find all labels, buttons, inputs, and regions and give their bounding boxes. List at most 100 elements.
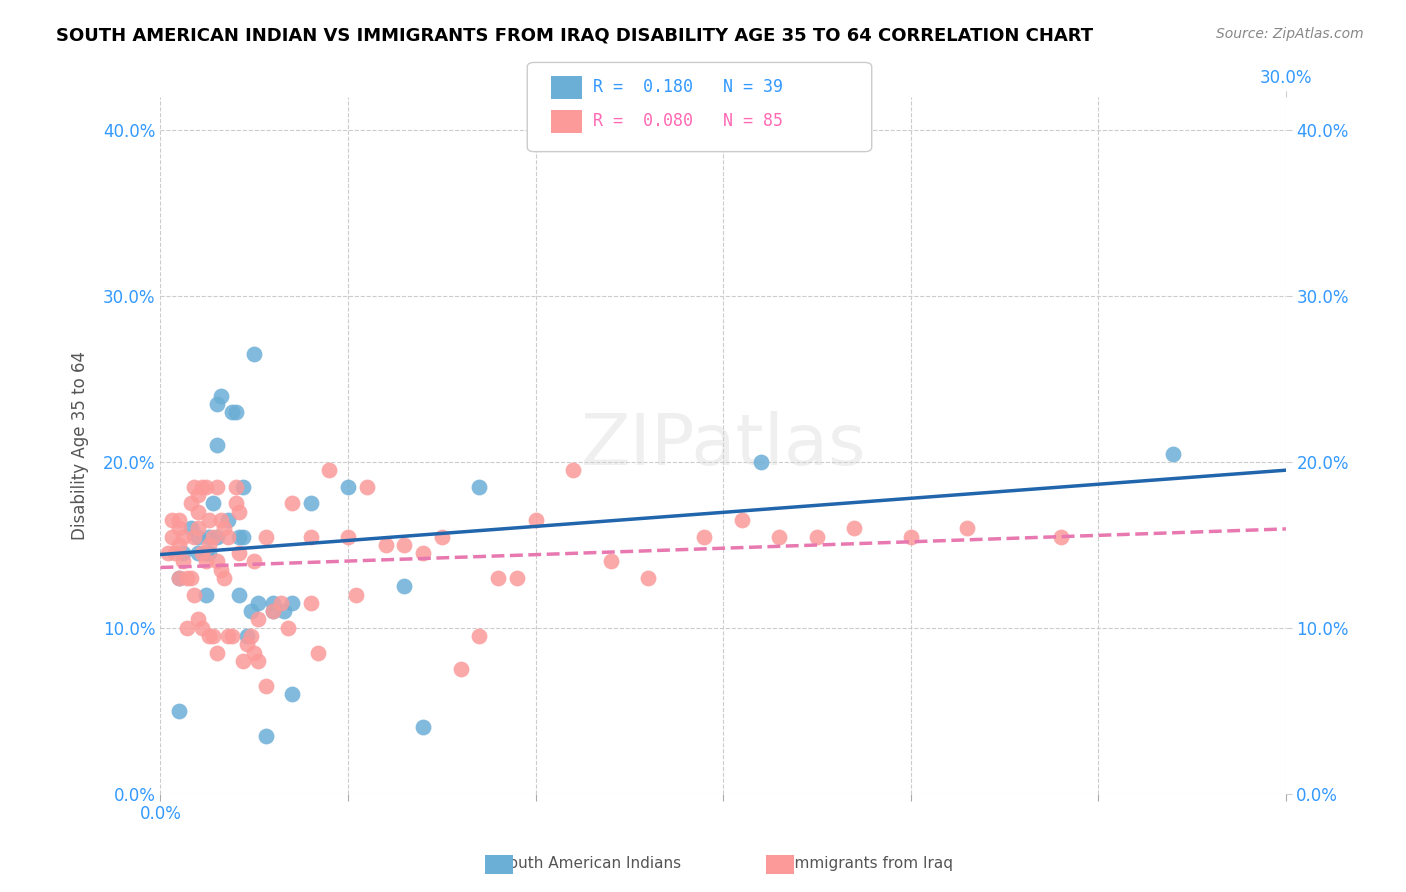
Point (198, 546, 221, 560)
Point (956, 521, 979, 535)
Point (450, 662, 472, 676)
Point (749, 455, 772, 469)
Point (183, 480, 205, 494)
Point (228, 530, 250, 544)
Point (254, 679, 277, 693)
Point (205, 530, 228, 544)
Point (167, 538, 190, 552)
Point (167, 571, 190, 585)
Point (187, 546, 209, 560)
Point (374, 538, 396, 552)
Point (262, 604, 284, 618)
Point (337, 530, 360, 544)
Point (262, 604, 284, 618)
Point (205, 438, 228, 452)
Point (217, 629, 239, 643)
Point (183, 530, 205, 544)
Point (190, 480, 212, 494)
Point (167, 571, 190, 585)
Text: SOUTH AMERICAN INDIAN VS IMMIGRANTS FROM IRAQ DISABILITY AGE 35 TO 64 CORRELATIO: SOUTH AMERICAN INDIAN VS IMMIGRANTS FROM… (56, 27, 1094, 45)
Point (299, 496, 322, 510)
Point (562, 463, 585, 477)
Point (394, 538, 416, 552)
Point (209, 563, 232, 577)
Point (176, 571, 198, 585)
Point (318, 463, 340, 477)
Point (156, 546, 179, 560)
Point (254, 729, 277, 743)
Point (900, 530, 922, 544)
Point (412, 546, 434, 560)
Point (187, 530, 209, 544)
Point (160, 530, 183, 544)
Point (239, 629, 262, 643)
Text: R =  0.080   N = 85: R = 0.080 N = 85 (593, 112, 783, 130)
Point (524, 513, 547, 527)
Point (217, 530, 239, 544)
Point (394, 579, 416, 593)
Point (247, 612, 270, 626)
Text: South American Indians: South American Indians (499, 856, 682, 871)
Point (225, 496, 247, 510)
Point (205, 646, 228, 660)
Point (599, 554, 621, 568)
Point (194, 588, 217, 602)
Point (172, 546, 194, 560)
Point (225, 480, 247, 494)
Point (262, 596, 284, 610)
Point (506, 571, 529, 585)
Point (198, 530, 221, 544)
Point (172, 530, 194, 544)
Point (202, 530, 225, 544)
Point (1163, 447, 1185, 461)
Point (236, 629, 259, 643)
Point (356, 480, 378, 494)
Point (228, 588, 250, 602)
Point (281, 596, 304, 610)
Point (214, 521, 236, 535)
Point (225, 405, 247, 419)
Point (198, 538, 221, 552)
Point (205, 397, 228, 411)
Point (209, 388, 232, 402)
Point (187, 612, 209, 626)
Point (281, 496, 304, 510)
Point (239, 604, 262, 618)
Point (270, 596, 292, 610)
Point (232, 530, 254, 544)
Point (243, 554, 266, 568)
Point (205, 480, 228, 494)
Point (198, 629, 221, 643)
Point (232, 480, 254, 494)
Point (307, 646, 329, 660)
Point (254, 530, 277, 544)
Point (167, 704, 190, 718)
Point (165, 546, 187, 560)
Point (228, 546, 250, 560)
Point (468, 629, 491, 643)
Point (202, 496, 225, 510)
Point (194, 554, 217, 568)
Point (190, 621, 212, 635)
Point (179, 571, 201, 585)
Point (228, 505, 250, 519)
Point (167, 513, 190, 527)
Point (221, 405, 243, 419)
Point (299, 596, 322, 610)
Point (232, 654, 254, 668)
Point (273, 604, 295, 618)
Point (217, 513, 239, 527)
Point (299, 530, 322, 544)
Point (247, 596, 270, 610)
Point (179, 496, 201, 510)
Point (160, 513, 183, 527)
Text: ZIPatlas: ZIPatlas (581, 411, 866, 480)
Point (183, 588, 205, 602)
Point (243, 347, 266, 361)
Point (430, 530, 453, 544)
Text: Immigrants from Iraq: Immigrants from Iraq (790, 856, 953, 871)
Point (344, 588, 367, 602)
Point (1049, 530, 1071, 544)
Point (337, 480, 360, 494)
Text: Source: ZipAtlas.com: Source: ZipAtlas.com (1216, 27, 1364, 41)
